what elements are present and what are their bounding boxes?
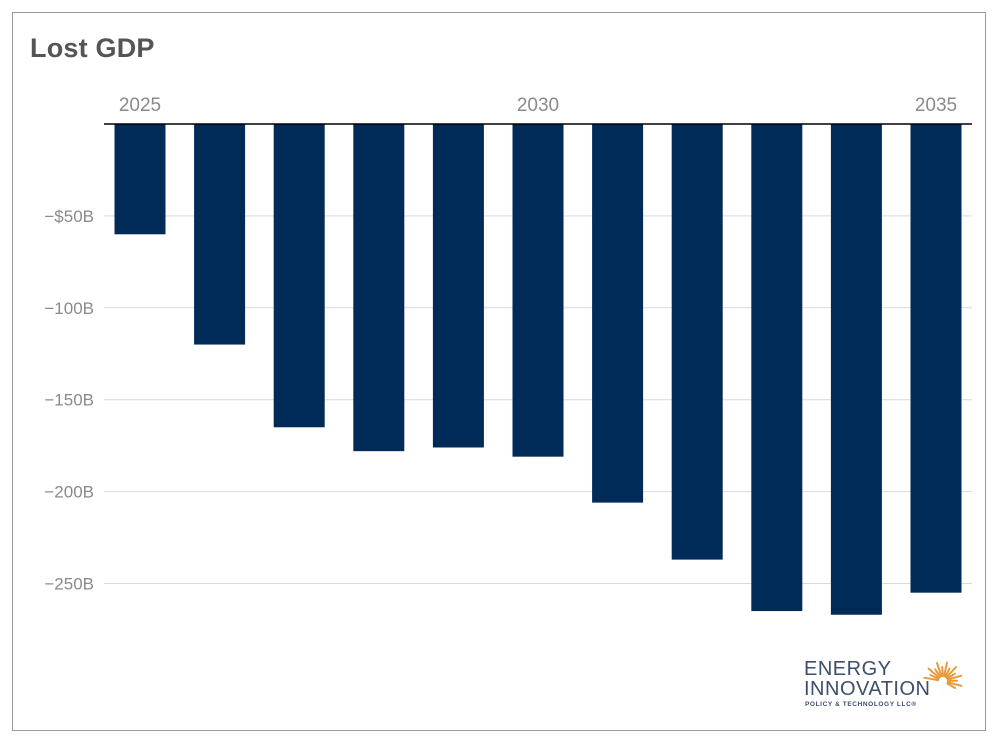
sunburst-icon	[923, 661, 963, 689]
sun-ray	[934, 668, 942, 678]
bar-2030	[512, 124, 564, 457]
y-tick-labels: −$50B −100B −150B −200B −250B	[44, 207, 94, 594]
y-tick-label: −150B	[44, 391, 94, 410]
x-tick-label: 2025	[119, 95, 161, 116]
logo-text-energy: ENERGY	[804, 658, 892, 680]
logo-text-innovation: INNOVATION	[804, 678, 931, 700]
bar-2028	[353, 124, 405, 452]
y-tick-label: −250B	[44, 575, 94, 594]
y-tick-label: −200B	[44, 483, 94, 502]
y-tick-label: −100B	[44, 299, 94, 318]
bar-2027	[273, 124, 325, 428]
bar-2035	[910, 124, 962, 593]
energy-innovation-logo: ENERGY INNOVATION POLICY & TECHNOLOGY LL…	[800, 657, 970, 717]
sun-ray	[927, 667, 941, 679]
sun-ray	[935, 661, 943, 678]
chart-frame	[12, 12, 986, 731]
sun-ray	[929, 673, 940, 680]
sun-ray	[944, 667, 951, 678]
sun-ray	[946, 681, 963, 687]
bar-2025	[114, 124, 166, 235]
y-tick-label: −$50B	[44, 207, 94, 226]
x-tick-label: 2035	[915, 95, 957, 116]
bar-2032	[671, 124, 723, 560]
bar-2033	[751, 124, 803, 612]
sun-ray	[946, 682, 957, 689]
bar-2029	[432, 124, 484, 448]
x-tick-label: 2030	[517, 95, 559, 116]
logo-tagline: POLICY & TECHNOLOGY LLC®	[805, 701, 917, 708]
chart-title: Lost GDP	[30, 33, 155, 63]
bar-2034	[830, 124, 882, 615]
bar-2031	[592, 124, 644, 503]
sun-ray	[923, 676, 940, 682]
sun-ray	[946, 672, 956, 680]
x-tick-labels: 2025 2030 2035	[119, 95, 957, 116]
sun-ray	[943, 661, 949, 678]
bars	[114, 124, 962, 615]
sun-ray	[945, 666, 957, 679]
bar-2026	[194, 124, 246, 345]
sun-ray	[946, 674, 963, 681]
